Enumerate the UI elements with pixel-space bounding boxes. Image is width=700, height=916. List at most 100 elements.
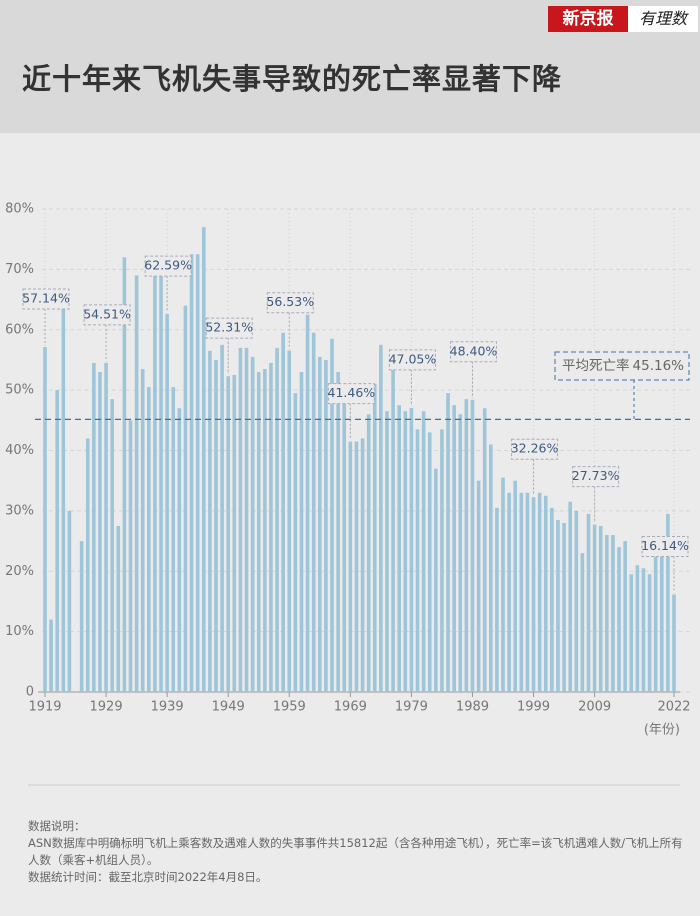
y-tick-label: 60%	[5, 322, 34, 337]
bar	[531, 497, 536, 692]
x-tick-label: 1929	[90, 700, 123, 715]
label-box	[22, 288, 70, 310]
bar	[513, 480, 518, 692]
bar	[342, 387, 347, 692]
bar	[85, 438, 90, 692]
data-label: 41.46%	[328, 385, 376, 400]
bar	[495, 507, 499, 692]
bar	[244, 347, 249, 692]
bar	[281, 332, 285, 692]
bar	[543, 495, 548, 692]
x-tick-label: 1939	[151, 700, 184, 715]
bar	[256, 372, 261, 692]
bar	[464, 399, 469, 692]
bar	[189, 254, 194, 692]
bar	[79, 541, 84, 692]
bar	[482, 408, 487, 692]
label-box	[388, 349, 436, 371]
bar	[452, 405, 456, 692]
x-tick-label: 1959	[273, 700, 306, 715]
bar	[220, 344, 224, 692]
y-tick-label: 70%	[5, 262, 34, 277]
label-box	[144, 255, 192, 277]
data-label: 47.05%	[389, 351, 437, 366]
bar	[165, 314, 169, 692]
bar	[427, 432, 432, 692]
notes: 数据说明： ASN数据库中明确标明飞机上乘客数及遇难人数的失事事件共15812起…	[28, 818, 688, 886]
bar	[354, 441, 359, 692]
bar	[550, 507, 554, 692]
label-box	[641, 536, 689, 558]
label-box	[327, 383, 375, 405]
bar	[458, 414, 463, 692]
bar	[122, 257, 127, 692]
bar	[92, 362, 96, 692]
bar	[446, 393, 450, 692]
bar	[311, 332, 316, 692]
x-tick-label: 1969	[334, 700, 367, 715]
bar	[153, 266, 157, 692]
bar	[617, 547, 621, 692]
bar	[586, 513, 591, 692]
data-label: 52.31%	[205, 320, 253, 335]
bar	[519, 492, 524, 692]
logo: 有理数	[628, 6, 698, 32]
bar	[372, 384, 377, 692]
bar	[49, 619, 53, 692]
label-box	[83, 304, 131, 326]
bar	[598, 525, 603, 692]
bar	[537, 492, 542, 692]
bar	[366, 414, 371, 692]
bar	[397, 405, 401, 692]
bar	[409, 407, 414, 692]
y-tick-label: 30%	[5, 503, 34, 518]
x-tick-label: 1949	[212, 700, 245, 715]
label-box	[554, 351, 690, 381]
data-label: 57.14%	[22, 291, 70, 306]
bar	[440, 429, 444, 692]
bar	[568, 501, 572, 692]
bar	[195, 254, 200, 692]
chart: 0 10% 20% 30% 40% 50% 60% 70% 80% 1919 1929 1939 194…	[5, 202, 691, 786]
bar	[67, 510, 72, 692]
bar	[635, 565, 640, 692]
average-label: 平均死亡率	[562, 357, 630, 374]
bar	[299, 372, 304, 692]
label-box	[511, 438, 559, 460]
x-axis-label: (年份)	[644, 723, 680, 738]
bar	[275, 347, 279, 692]
y-tick-label: 40%	[5, 443, 34, 458]
bar	[629, 574, 634, 692]
bar	[580, 553, 585, 692]
label-box	[205, 317, 253, 339]
bar	[226, 376, 231, 692]
bar	[116, 525, 121, 692]
bar	[110, 399, 114, 692]
bar	[641, 568, 646, 692]
bar	[104, 362, 108, 692]
y-tick-label: 50%	[5, 383, 34, 398]
x-tick-label: 1989	[456, 700, 489, 715]
bar	[140, 368, 145, 692]
bar	[177, 408, 182, 692]
x-tick-label: 1919	[28, 700, 61, 715]
bar	[605, 535, 609, 692]
bar	[336, 372, 340, 692]
bar	[348, 441, 353, 692]
bar	[476, 480, 481, 692]
data-label: 16.14%	[641, 538, 689, 553]
data-label: 27.73%	[572, 468, 620, 483]
bar	[61, 290, 66, 692]
bar	[525, 492, 530, 692]
bar	[269, 362, 273, 692]
bar	[147, 387, 151, 692]
x-tick-label: 1999	[517, 700, 550, 715]
bar	[263, 368, 267, 692]
bar	[134, 275, 139, 692]
bar	[183, 305, 188, 692]
bar	[238, 347, 243, 692]
header: 近十年来飞机失事导致的死亡率显著下降 新京报 有理数	[0, 0, 700, 133]
title: 近十年来飞机失事导致的死亡率显著下降	[22, 62, 563, 96]
y-tick-label: 0	[26, 685, 34, 700]
note-text: ASN数据库中明确标明飞机上乘客数及遇难人数的失事事件共15812起（含各种用途…	[28, 836, 683, 867]
